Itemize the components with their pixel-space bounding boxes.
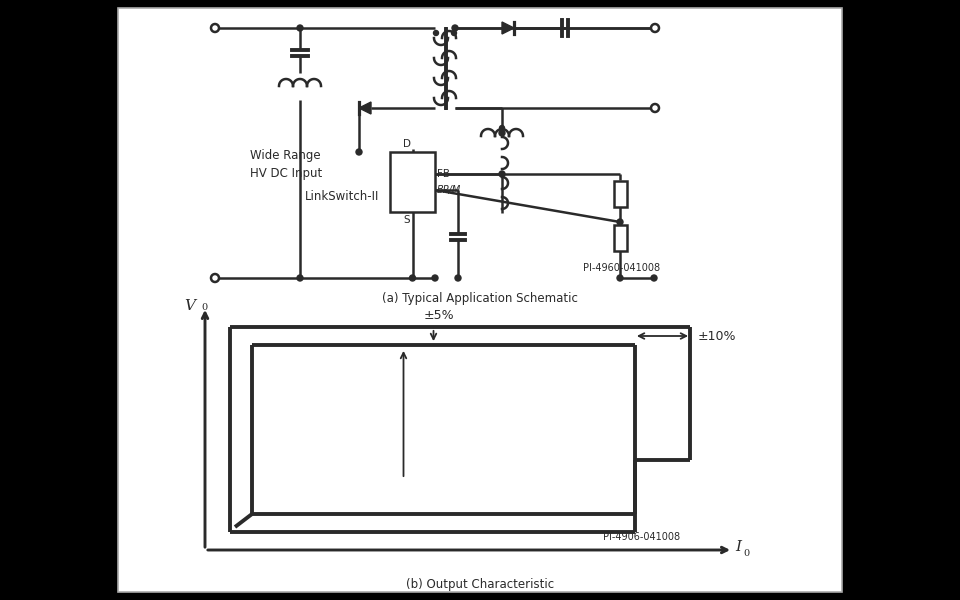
- Circle shape: [651, 24, 659, 32]
- Bar: [390, 152, 435, 212]
- Text: LinkSwitch-II: LinkSwitch-II: [305, 190, 379, 202]
- Text: 0: 0: [743, 548, 749, 557]
- Circle shape: [410, 275, 416, 281]
- Text: FB: FB: [437, 169, 450, 179]
- Polygon shape: [502, 22, 514, 34]
- Circle shape: [356, 149, 362, 155]
- Text: (b) Output Characteristic: (b) Output Characteristic: [406, 578, 554, 591]
- Text: Wide Range
HV DC Input: Wide Range HV DC Input: [250, 149, 323, 181]
- Text: (a) Typical Application Schematic: (a) Typical Application Schematic: [382, 292, 578, 305]
- Circle shape: [617, 275, 623, 281]
- Circle shape: [211, 274, 219, 282]
- Circle shape: [211, 24, 219, 32]
- Circle shape: [434, 31, 439, 35]
- Circle shape: [499, 171, 505, 177]
- Bar: [118, 8, 842, 592]
- Text: S: S: [404, 215, 411, 225]
- Text: PI-4906-041008: PI-4906-041008: [603, 532, 680, 542]
- Text: PI-4960-041008: PI-4960-041008: [583, 263, 660, 273]
- Text: V: V: [184, 299, 195, 313]
- Bar: [613, 181, 627, 207]
- Circle shape: [297, 25, 303, 31]
- Circle shape: [499, 130, 505, 136]
- Text: 0: 0: [201, 303, 207, 312]
- Circle shape: [455, 275, 461, 281]
- Text: ±5%: ±5%: [423, 309, 454, 322]
- Text: BP/M: BP/M: [437, 185, 461, 195]
- Circle shape: [452, 25, 458, 31]
- Circle shape: [617, 219, 623, 225]
- Circle shape: [651, 275, 657, 281]
- Text: ±10%: ±10%: [698, 329, 736, 343]
- Polygon shape: [359, 102, 371, 114]
- Text: D: D: [402, 139, 411, 149]
- Text: I: I: [735, 540, 741, 554]
- Circle shape: [499, 125, 505, 130]
- Circle shape: [451, 31, 457, 35]
- Circle shape: [651, 104, 659, 112]
- Circle shape: [297, 275, 303, 281]
- Bar: [613, 225, 627, 251]
- Circle shape: [432, 275, 438, 281]
